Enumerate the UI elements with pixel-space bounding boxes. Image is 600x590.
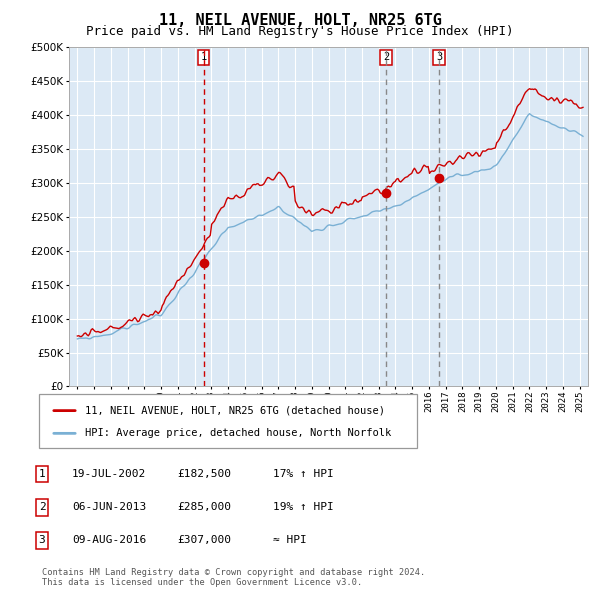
Text: ≈ HPI: ≈ HPI	[273, 536, 307, 545]
Text: 3: 3	[38, 536, 46, 545]
Text: Price paid vs. HM Land Registry's House Price Index (HPI): Price paid vs. HM Land Registry's House …	[86, 25, 514, 38]
Text: 2: 2	[383, 53, 389, 63]
Text: 11, NEIL AVENUE, HOLT, NR25 6TG: 11, NEIL AVENUE, HOLT, NR25 6TG	[158, 13, 442, 28]
Text: 11, NEIL AVENUE, HOLT, NR25 6TG (detached house): 11, NEIL AVENUE, HOLT, NR25 6TG (detache…	[85, 405, 385, 415]
Text: 1: 1	[38, 470, 46, 479]
Text: Contains HM Land Registry data © Crown copyright and database right 2024.
This d: Contains HM Land Registry data © Crown c…	[42, 568, 425, 587]
Text: 09-AUG-2016: 09-AUG-2016	[72, 536, 146, 545]
Text: £307,000: £307,000	[177, 536, 231, 545]
Text: 3: 3	[436, 53, 442, 63]
Text: 1: 1	[200, 53, 207, 63]
Text: 17% ↑ HPI: 17% ↑ HPI	[273, 470, 334, 479]
Text: £285,000: £285,000	[177, 503, 231, 512]
Text: 06-JUN-2013: 06-JUN-2013	[72, 503, 146, 512]
Text: 2: 2	[38, 503, 46, 512]
Text: HPI: Average price, detached house, North Norfolk: HPI: Average price, detached house, Nort…	[85, 428, 391, 438]
Text: £182,500: £182,500	[177, 470, 231, 479]
Text: 19% ↑ HPI: 19% ↑ HPI	[273, 503, 334, 512]
Text: 19-JUL-2002: 19-JUL-2002	[72, 470, 146, 479]
